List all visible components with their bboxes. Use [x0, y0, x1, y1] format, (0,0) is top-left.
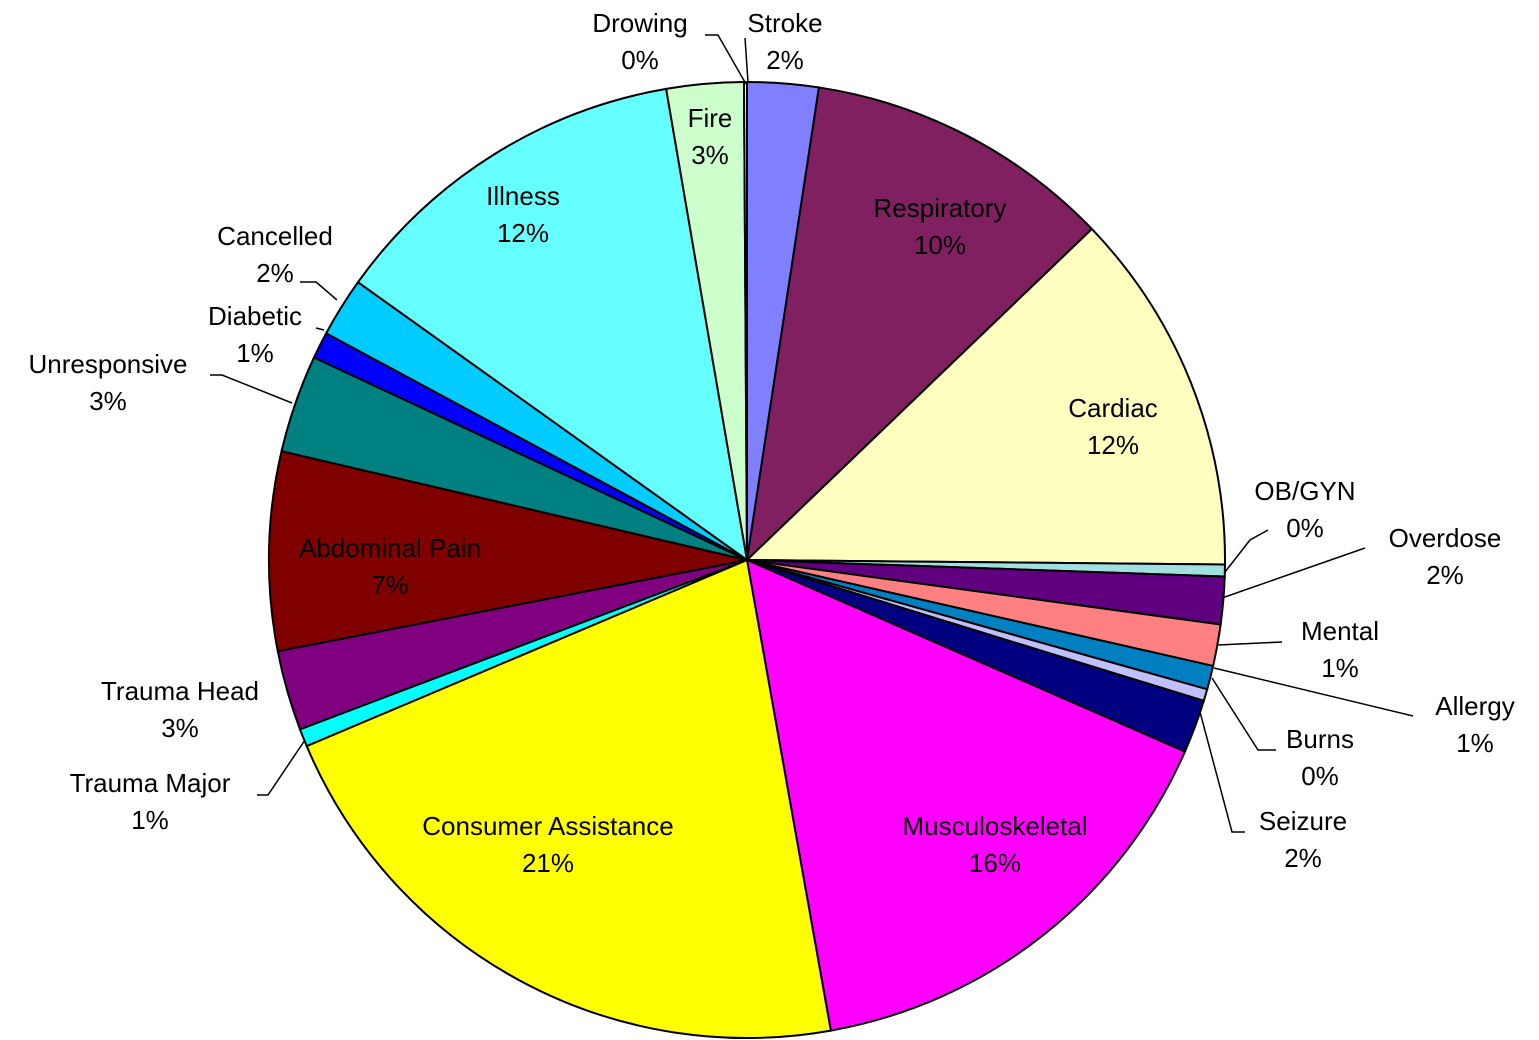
slice-label: Unresponsive 3% — [29, 349, 188, 416]
slice-name: Burns — [1286, 724, 1354, 754]
slice-name: Unresponsive — [29, 349, 188, 379]
slice-name: Overdose — [1389, 523, 1502, 553]
slice-name: Drowing — [592, 8, 687, 38]
slice-name: Stroke — [747, 8, 822, 38]
leader-line — [257, 739, 306, 796]
slice-name: Diabetic — [208, 301, 302, 331]
leader-line — [300, 281, 338, 301]
slice-value: 12% — [497, 218, 549, 248]
leader-line — [1221, 547, 1366, 599]
slice-name: Abdominal Pain — [299, 533, 481, 563]
slice-value: 1% — [236, 338, 274, 368]
leader-line — [705, 34, 747, 85]
leader-line — [315, 327, 325, 331]
slice-name: Trauma Major — [70, 768, 231, 798]
pie-slice — [744, 227, 1226, 566]
slice-label: Mental 1% — [1301, 616, 1379, 683]
slice-value: 1% — [131, 805, 169, 835]
slice-value: 3% — [161, 713, 199, 743]
slice-label: Seizure 2% — [1259, 806, 1347, 873]
slice-value: 7% — [371, 570, 409, 600]
slice-label: Respiratory 10% — [874, 193, 1007, 260]
pie-slice — [745, 558, 1187, 1032]
slice-label: Illness 12% — [486, 181, 560, 248]
slice-name: Mental — [1301, 616, 1379, 646]
slice-name: Fire — [688, 103, 733, 133]
slice-value: 0% — [1286, 513, 1324, 543]
slice-label: Allergy 1% — [1435, 691, 1514, 758]
slice-value: 10% — [914, 230, 966, 260]
leader-line — [1224, 529, 1269, 573]
slice-name: Musculoskeletal — [903, 811, 1088, 841]
pie-slice — [356, 87, 749, 563]
leader-line — [1211, 677, 1276, 751]
slice-value: 2% — [256, 258, 294, 288]
slice-label: Abdominal Pain 7% — [299, 533, 481, 600]
slice-label: Musculoskeletal 16% — [903, 811, 1088, 878]
leader-line — [210, 374, 293, 404]
slice-name: Illness — [486, 181, 560, 211]
slice-value: 0% — [1301, 761, 1339, 791]
slice-label: Stroke 2% — [747, 8, 822, 75]
leader-line — [1217, 641, 1283, 646]
slice-value: 2% — [1426, 560, 1464, 590]
pie-slice — [745, 86, 1094, 563]
slice-name: Cardiac — [1068, 393, 1158, 423]
slice-label: Burns 0% — [1286, 724, 1354, 791]
slice-value: 3% — [691, 140, 729, 170]
slice-label: Overdose 2% — [1389, 523, 1502, 590]
pie-slice — [305, 558, 832, 1039]
slice-label: Trauma Major 1% — [70, 768, 231, 835]
slice-value: 21% — [522, 848, 574, 878]
slice-name: Cancelled — [217, 221, 333, 251]
slice-label: Cancelled 2% — [217, 221, 333, 288]
slice-label: Diabetic 1% — [208, 301, 302, 368]
leader-line — [744, 37, 749, 83]
leader-line — [1213, 667, 1414, 717]
slice-value: 1% — [1321, 653, 1359, 683]
slice-name: Seizure — [1259, 806, 1347, 836]
slice-name: Trauma Head — [101, 676, 259, 706]
slice-value: 2% — [766, 45, 804, 75]
slice-name: Consumer Assistance — [422, 811, 673, 841]
slice-label: Consumer Assistance 21% — [422, 811, 673, 878]
slice-label: Trauma Head 3% — [101, 676, 259, 743]
slice-value: 2% — [1284, 843, 1322, 873]
slice-value: 1% — [1456, 728, 1494, 758]
slice-name: Allergy — [1435, 691, 1514, 721]
slice-label: OB/GYN 0% — [1254, 476, 1355, 543]
slice-value: 3% — [89, 386, 127, 416]
pie-slice — [268, 449, 748, 653]
slice-name: Respiratory — [874, 193, 1007, 223]
slice-label: Cardiac 12% — [1068, 393, 1158, 460]
slice-value: 0% — [621, 45, 659, 75]
slice-name: OB/GYN — [1254, 476, 1355, 506]
slice-label: Fire 3% — [688, 103, 733, 170]
slice-value: 16% — [969, 848, 1021, 878]
slice-value: 12% — [1087, 430, 1139, 460]
leader-line — [1199, 711, 1245, 833]
slice-label: Drowing 0% — [592, 8, 687, 75]
